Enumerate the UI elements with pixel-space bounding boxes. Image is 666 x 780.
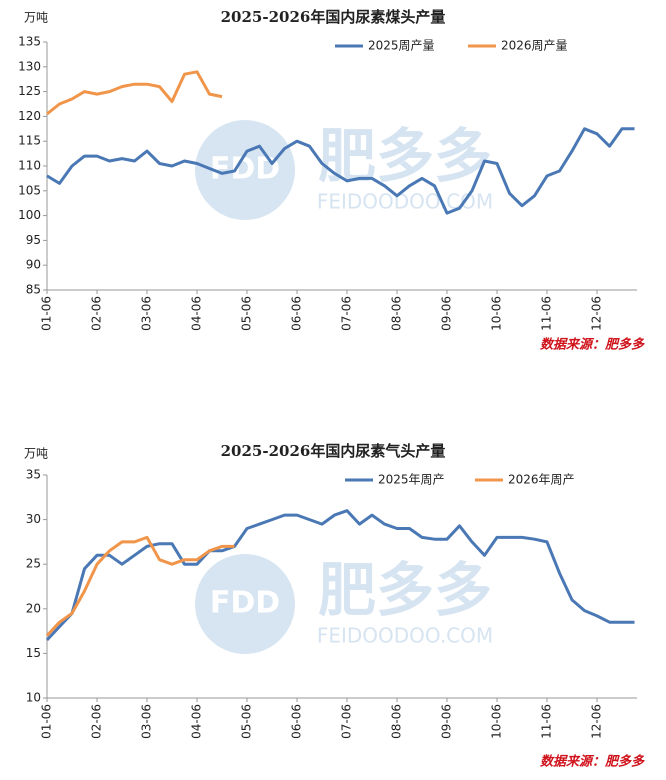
legend-label: 2026周产量 — [501, 39, 568, 53]
x-tick-label: 02-06 — [90, 296, 104, 331]
x-tick-label: 06-06 — [290, 296, 304, 331]
x-tick-label: 10-06 — [490, 704, 504, 739]
watermark-logo-text: FDD — [210, 586, 280, 621]
y-tick-label: 85 — [26, 283, 41, 297]
series-line — [45, 509, 635, 642]
y-tick-label: 110 — [18, 159, 41, 173]
y-tick-label: 95 — [26, 233, 41, 247]
y-tick-label: 125 — [18, 84, 41, 98]
x-tick-label: 07-06 — [340, 296, 354, 331]
watermark-site: FEIDOODOO.COM — [317, 190, 493, 214]
watermark-logo — [195, 120, 295, 220]
x-tick-label: 05-06 — [240, 296, 254, 331]
y-tick-label: 10 — [26, 691, 41, 705]
y-tick-label: 135 — [18, 35, 41, 49]
x-tick-label: 10-06 — [490, 296, 504, 331]
x-tick-label: 02-06 — [90, 704, 104, 739]
legend-label: 2025年周产 — [378, 473, 445, 487]
watermark-name: 肥多多 — [318, 556, 492, 624]
y-unit: 万吨 — [24, 11, 48, 25]
source: 数据来源：肥多多 — [540, 337, 645, 353]
legend-label: 2025周产量 — [368, 39, 435, 53]
chart-title: 2025-2026年国内尿素气头产量 — [221, 442, 446, 460]
watermark-site: FEIDOODOO.COM — [317, 624, 493, 648]
x-tick-label: 12-06 — [590, 704, 604, 739]
x-tick-label: 12-06 — [590, 296, 604, 331]
y-tick-label: 30 — [26, 512, 41, 526]
chart-title: 2025-2026年国内尿素煤头产量 — [221, 8, 446, 26]
x-tick-label: 04-06 — [190, 296, 204, 331]
x-tick-label: 01-06 — [40, 704, 54, 739]
y-tick-label: 35 — [26, 468, 41, 482]
y-tick-label: 120 — [18, 109, 41, 123]
x-tick-label: 09-06 — [440, 704, 454, 739]
series-line — [46, 70, 223, 116]
legend-label: 2026年周产 — [508, 473, 575, 487]
x-tick-label: 07-06 — [340, 704, 354, 739]
series-line — [45, 535, 235, 637]
x-tick-label: 03-06 — [140, 704, 154, 739]
y-tick-label: 115 — [18, 134, 41, 148]
x-tick-label: 11-06 — [540, 704, 554, 739]
y-tick-label: 100 — [18, 208, 41, 222]
y-tick-label: 105 — [18, 183, 41, 197]
source: 数据来源：肥多多 — [540, 754, 645, 770]
x-tick-label: 04-06 — [190, 704, 204, 739]
x-tick-label: 05-06 — [240, 704, 254, 739]
y-tick-label: 25 — [26, 557, 41, 571]
y-tick-label: 130 — [18, 59, 41, 73]
x-tick-label: 09-06 — [440, 296, 454, 331]
y-unit: 万吨 — [24, 447, 48, 461]
x-tick-label: 11-06 — [540, 296, 554, 331]
watermark-name: 肥多多 — [318, 122, 492, 190]
x-tick-label: 08-06 — [390, 296, 404, 331]
x-tick-label: 06-06 — [290, 704, 304, 739]
y-tick-label: 15 — [26, 646, 41, 660]
watermark-logo — [195, 554, 295, 654]
y-tick-label: 90 — [26, 258, 41, 272]
x-tick-label: 08-06 — [390, 704, 404, 739]
x-tick-label: 01-06 — [40, 296, 54, 331]
y-tick-label: 20 — [26, 601, 41, 615]
series-line — [46, 127, 635, 215]
x-tick-label: 03-06 — [140, 296, 154, 331]
